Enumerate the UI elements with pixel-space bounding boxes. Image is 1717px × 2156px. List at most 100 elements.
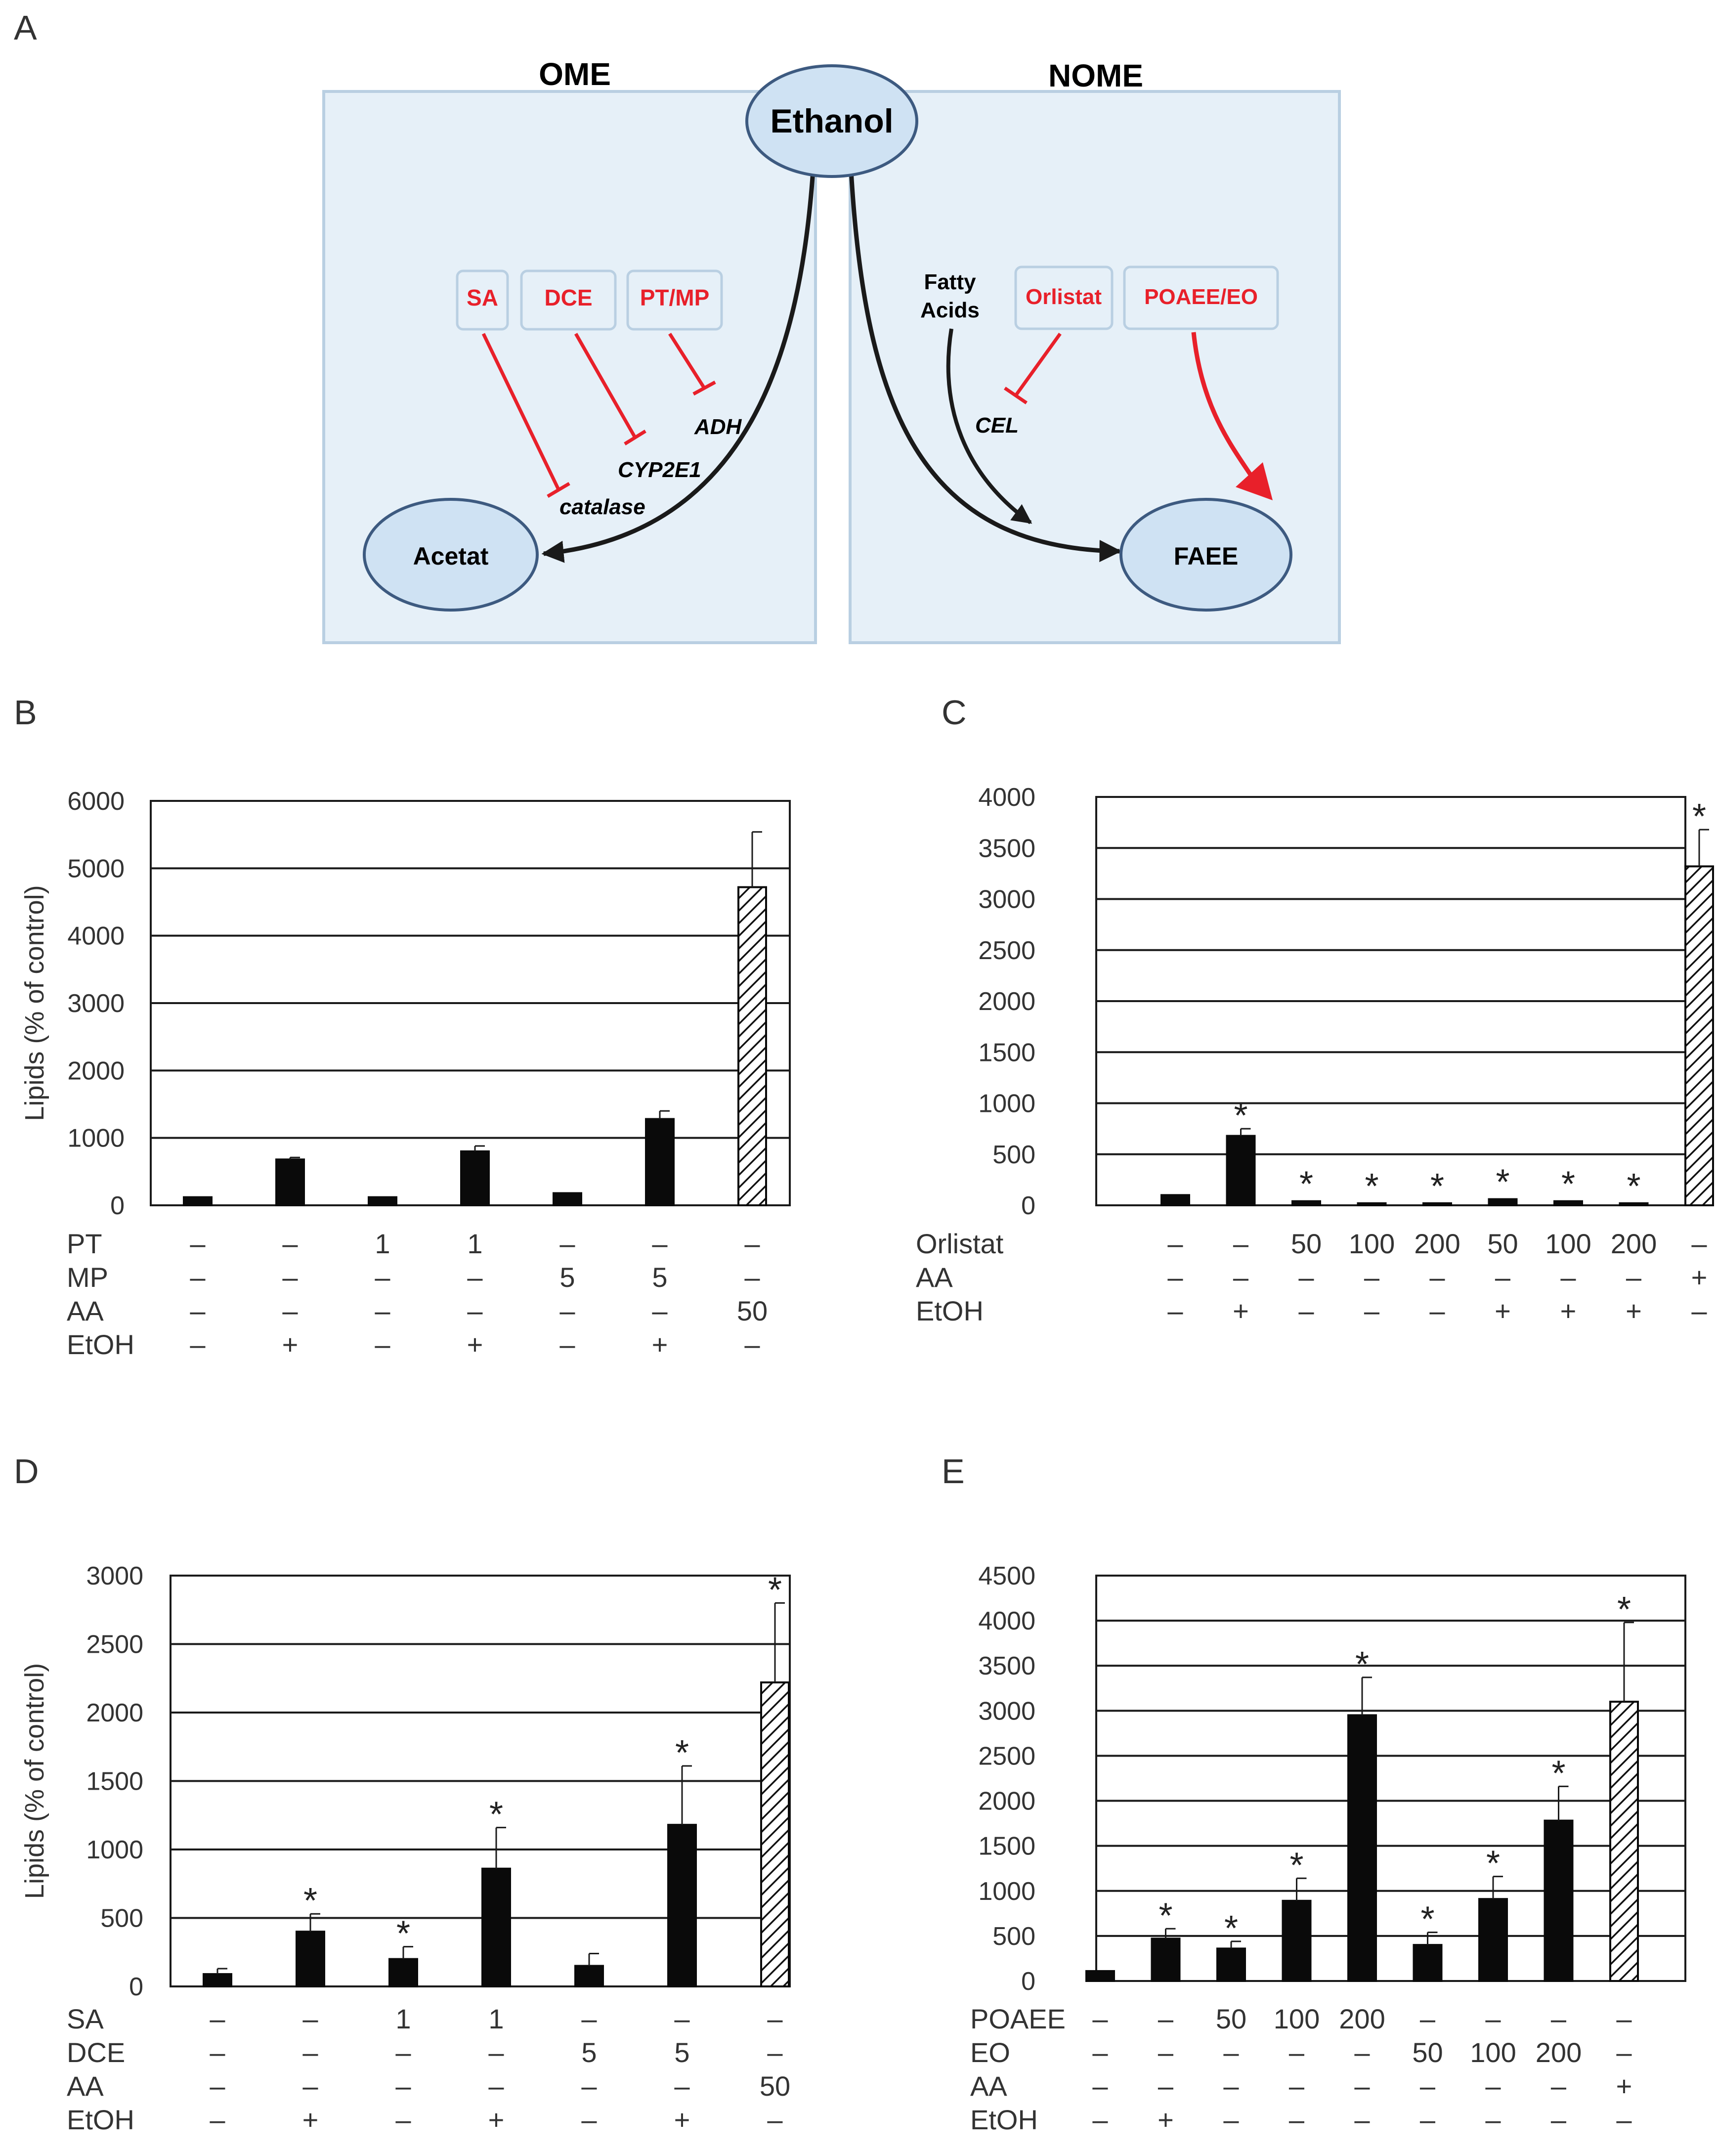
treatment-cell: – <box>1691 1295 1707 1326</box>
treatment-cell: – <box>190 1295 206 1326</box>
treatment-cell: – <box>1298 1262 1314 1293</box>
poaee-eo-label: POAEE/EO <box>1144 285 1258 309</box>
treatment-cell: – <box>467 1262 483 1293</box>
treatment-cell: + <box>302 2104 319 2135</box>
cyp2e1-label: CYP2E1 <box>618 458 701 482</box>
y-tick-label: 1500 <box>86 1767 143 1796</box>
treatment-cell: – <box>652 1228 668 1259</box>
significance-star: * <box>1496 1163 1509 1202</box>
treatment-row-label: AA <box>67 1295 104 1326</box>
treatment-row-label: EtOH <box>916 1295 984 1326</box>
y-tick-label: 3000 <box>978 885 1035 914</box>
treatment-cell: – <box>1092 2104 1108 2135</box>
treatment-cell: – <box>1092 2037 1108 2068</box>
bar <box>1544 1819 1574 1982</box>
treatment-cell: 50 <box>760 2070 790 2102</box>
metabolism-schematic: OME NOME Ethanol Acetat FAEE SA DCE PT/M… <box>322 56 1341 644</box>
treatment-row-label: SA <box>67 2003 104 2034</box>
bar <box>1347 1714 1377 1982</box>
dce-label: DCE <box>544 285 592 310</box>
treatment-cell: 5 <box>581 2037 597 2068</box>
significance-star: * <box>1420 1900 1434 1939</box>
y-tick-label: 2000 <box>978 987 1035 1016</box>
bar <box>574 1965 604 1987</box>
treatment-cell: – <box>282 1295 298 1326</box>
y-tick-label: 6000 <box>67 787 125 816</box>
significance-star: * <box>1430 1167 1444 1206</box>
panel-letter-b: B <box>14 693 37 732</box>
treatment-cell: – <box>767 2104 783 2135</box>
treatment-cell: – <box>767 2003 783 2034</box>
treatment-cell: – <box>1354 2070 1370 2102</box>
treatment-cell: 5 <box>674 2037 689 2068</box>
y-tick-label: 3000 <box>86 1562 143 1590</box>
bar <box>1357 1202 1387 1207</box>
treatment-cell: – <box>395 2104 411 2135</box>
treatment-cell: – <box>1626 1262 1642 1293</box>
treatment-cell: – <box>302 2070 318 2102</box>
treatment-cell: – <box>744 1329 760 1360</box>
bar <box>1478 1898 1508 1982</box>
chart-panel-b: 0 1000 2000 3000 4000 5000 6000 Lipids (% of co… <box>20 787 791 1360</box>
bar <box>1488 1198 1518 1207</box>
panel-letter-d: D <box>14 1452 39 1491</box>
y-tick-label: 1500 <box>978 1038 1035 1067</box>
treatment-row-label: DCE <box>67 2037 125 2068</box>
treatment-cell: – <box>1233 1262 1249 1293</box>
bar <box>203 1973 232 1988</box>
y-axis-label: Lipids (% of control) <box>20 1663 49 1899</box>
treatment-cell: – <box>467 1295 483 1326</box>
bar <box>296 1931 325 1987</box>
bar <box>1216 1947 1246 1982</box>
faee-node <box>1119 498 1292 612</box>
treatment-cell: – <box>1616 2104 1632 2135</box>
y-tick-label: 3000 <box>978 1697 1035 1725</box>
significance-star: * <box>675 1733 689 1773</box>
significance-star: * <box>1561 1165 1575 1204</box>
treatment-cell: 1 <box>467 1228 482 1259</box>
treatment-cell: – <box>190 1228 206 1259</box>
plot-frame <box>1095 1575 1686 1982</box>
treatment-cell: 1 <box>488 2003 504 2034</box>
bar <box>1422 1202 1452 1207</box>
significance-star: * <box>1159 1896 1172 1936</box>
treatment-cell: – <box>1429 1262 1445 1293</box>
significance-star: * <box>1365 1167 1378 1206</box>
dce-box <box>520 269 617 331</box>
treatment-cell: + <box>1616 2070 1632 2102</box>
y-tick-label: 2000 <box>67 1056 125 1085</box>
treatment-row-label: EtOH <box>970 2104 1038 2135</box>
ome-title: OME <box>539 56 611 92</box>
treatment-cell: – <box>1420 2070 1436 2102</box>
treatment-cell: 50 <box>737 1295 768 1326</box>
treatment-row-label: Orlistat <box>916 1228 1004 1259</box>
treatment-cell: – <box>559 1228 575 1259</box>
treatment-cell: 50 <box>1216 2003 1246 2034</box>
bar <box>460 1150 490 1207</box>
bar <box>1160 1194 1190 1207</box>
treatment-cell: – <box>1551 2070 1567 2102</box>
y-tick-label: 500 <box>992 1141 1035 1169</box>
sa-inhibition-line <box>481 333 560 490</box>
treatment-cell: – <box>302 2037 318 2068</box>
treatment-cell: 100 <box>1349 1228 1395 1259</box>
treatment-cell: – <box>1429 1295 1445 1326</box>
significance-star: * <box>768 1570 782 1610</box>
nome-title: NOME <box>1048 58 1143 93</box>
y-tick-label: 3500 <box>978 1652 1035 1680</box>
treatment-row-label: PT <box>67 1228 102 1259</box>
treatment-cell: – <box>744 1262 760 1293</box>
significance-star: * <box>1486 1844 1500 1884</box>
bar <box>553 1192 582 1206</box>
ethanol-to-acetat-arrow <box>541 170 816 563</box>
bar <box>1085 1970 1115 1982</box>
significance-star: * <box>1551 1754 1565 1793</box>
significance-star: * <box>1355 1645 1369 1684</box>
significance-star: * <box>1224 1909 1238 1948</box>
treatment-cell: – <box>1158 2070 1174 2102</box>
treatment-cell: – <box>1420 2003 1436 2034</box>
fatty-acids-label-line1: Fatty <box>924 270 976 294</box>
treatment-cell: + <box>488 2104 505 2135</box>
treatment-cell: – <box>1616 2003 1632 2034</box>
